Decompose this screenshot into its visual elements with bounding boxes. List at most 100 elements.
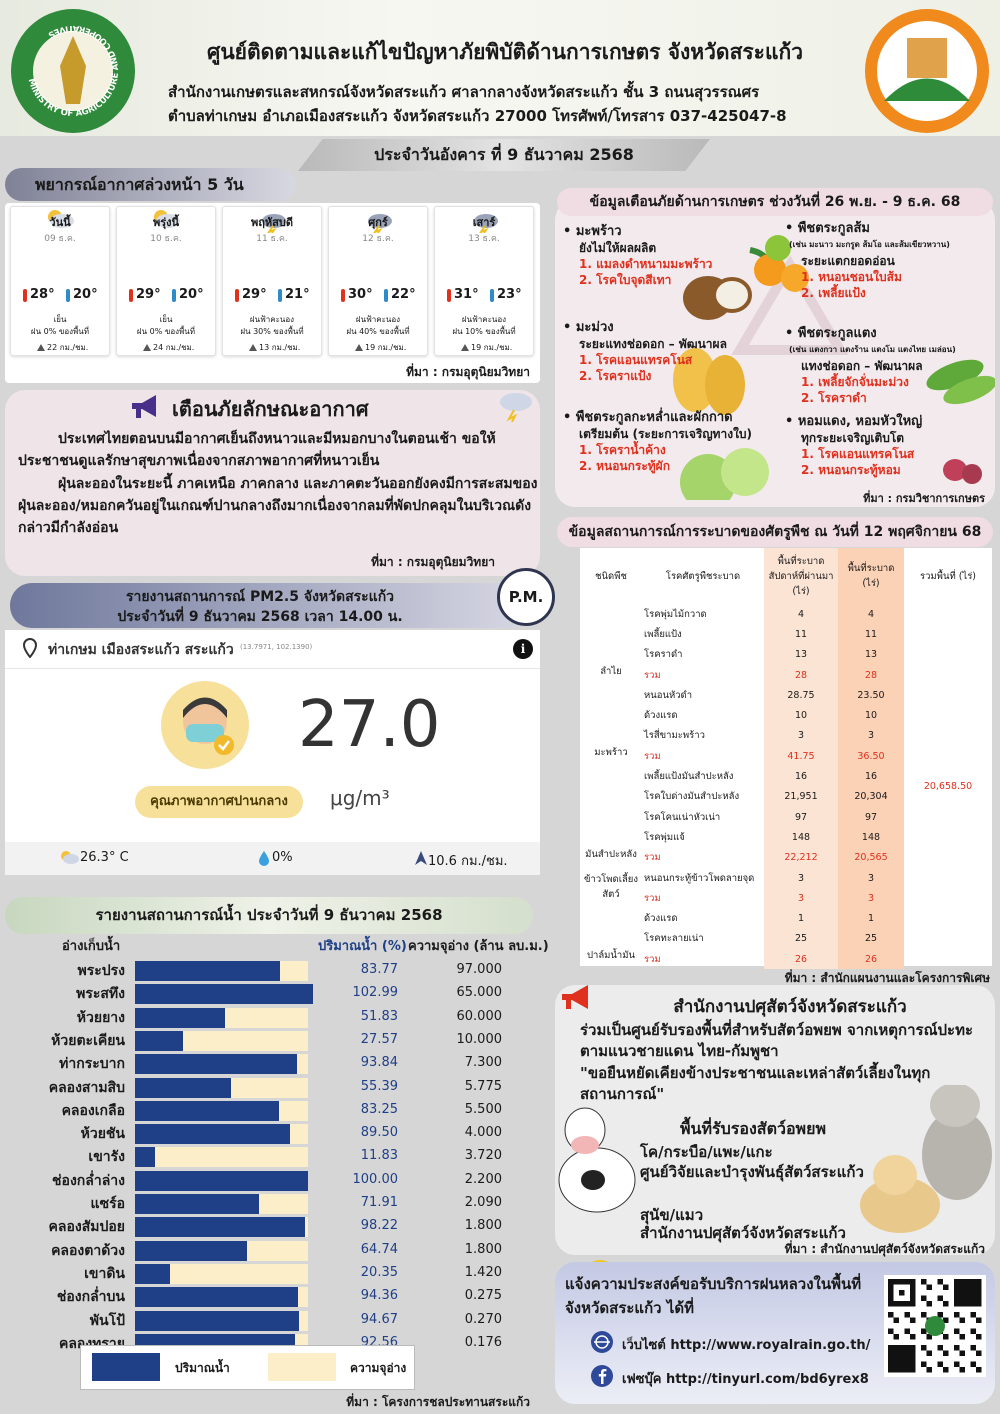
area-cell: 1: [838, 908, 904, 929]
water-percent: 94.36: [360, 1288, 398, 1304]
pest-cell: รวม: [644, 852, 661, 864]
facebook-link[interactable]: เฟซบุ๊ค http://tinyurl.com/bd6yrex8: [622, 1372, 869, 1387]
qr-module: [976, 1295, 982, 1301]
source: ที่มา : โครงการชลประทานสระแก้ว: [346, 1395, 530, 1409]
facebook-icon: [591, 1365, 613, 1387]
temp-min: 21°: [285, 287, 310, 302]
column-header: ความจุอ่าง (ล้าน ลบ.ม.): [408, 939, 549, 954]
pest-issue: 2. หนอนกระทู้หอม: [801, 463, 901, 477]
weather-day: พฤหัสบดี: [250, 216, 293, 229]
qr-module: [910, 1317, 916, 1323]
qr-code[interactable]: [884, 1275, 986, 1377]
qr-module: [937, 1295, 943, 1301]
cloud: [50, 214, 74, 228]
area-cell: 10: [764, 705, 838, 726]
logo-figure: [60, 36, 86, 104]
wind-arrow: [143, 344, 151, 351]
pm-wind: 10.6 กม./ชม.: [428, 854, 508, 869]
weather-card: วันนี้ 09 ธ.ค. 28° 20° เย็น ฝน 0% ของพื้นที่ 2…: [10, 206, 110, 356]
reservoir-name: ท่ากระบาก: [59, 1056, 125, 1073]
pest-cell: เพลี้ยแป้ง: [644, 628, 682, 640]
water-title: รายงานสถานการณ์น้ำ ประจำวันที่ 9 ธันวาคม…: [5, 897, 533, 934]
alert-text: ฝุ่นละอองในระยะนี้ ภาคเหนือ ภาคกลาง และภ…: [18, 476, 538, 536]
area-cell: 3: [838, 867, 904, 889]
water-percent: 64.74: [360, 1241, 398, 1257]
pm-title: ประจำวันที่ 9 ธันวาคม 2568 เวลา 14.00 น.: [117, 609, 403, 625]
crop-cell: มันสำปะหลัง: [585, 848, 637, 860]
water-percent: 89.50: [360, 1125, 398, 1141]
qr-module: [921, 1312, 927, 1318]
qr-module: [888, 1350, 894, 1356]
thermometer-hot: [23, 289, 27, 302]
lightning: [372, 225, 383, 235]
weather-card: เสาร์ 13 ธ.ค. 31° 23° ฝนฟ้าคะนอง ฝน 10% ของพื…: [434, 206, 534, 356]
header: [0, 0, 1000, 136]
reservoir-name: เขารัง: [88, 1149, 125, 1166]
royal-rain-title: แจ้งความประสงค์ขอรับบริการฝนหลวงในพื้นที…: [565, 1275, 862, 1317]
column-header: อ่างเก็บน้ำ: [62, 939, 121, 954]
qr-module: [954, 1312, 960, 1318]
pm-value: 27.0: [298, 688, 441, 762]
weather-day: พรุ่งนี้: [152, 216, 180, 229]
reservoir-capacity: 4.000: [464, 1125, 502, 1141]
hazard-item: มะพร้าวยังไม่ให้ผลผลิต 1. แมลงดำหนามมะพร้…: [563, 224, 778, 288]
qr-module: [899, 1361, 905, 1367]
table-row: ไรสี่ขามะพร้าว 3 3: [580, 725, 992, 747]
qr-module: [926, 1334, 932, 1340]
qr-module: [893, 1301, 899, 1307]
pm-unit: μg/m³: [330, 786, 390, 810]
area-cell: 28: [764, 664, 838, 686]
qr-module: [959, 1295, 965, 1301]
table-row: รวม 22,212 20,565: [580, 847, 992, 868]
pest-issue: 1. โรคแอนแทรคโนส: [579, 353, 693, 367]
qr-module: [976, 1367, 982, 1373]
qr-module: [904, 1367, 910, 1373]
table-header: พื้นที่ระบาด (ไร่): [838, 548, 904, 604]
qr-module: [910, 1290, 916, 1296]
legend-label: ความจุอ่าง: [350, 1361, 407, 1375]
area-cell: 20,565: [838, 847, 904, 868]
qr-module: [893, 1345, 899, 1351]
qr-module: [888, 1284, 894, 1290]
qr-module: [888, 1312, 894, 1318]
crop-note: (เช่น แตงกวา แตงร้าน แตงโม แตงไทย เมล่อน…: [789, 345, 956, 354]
table-row: โรคโคนเน่าหัวเน่า 97 97: [580, 806, 992, 828]
water-percent: 55.39: [360, 1078, 398, 1094]
water-bar: [135, 1263, 171, 1284]
reservoir-capacity: 2.200: [464, 1171, 502, 1187]
header-title: ศูนย์ติดตามและแก้ไขปัญหาภัยพิบัติด้านการ…: [207, 40, 803, 64]
qr-module: [888, 1356, 894, 1362]
water-percent: 93.84: [360, 1055, 398, 1071]
qr-module: [899, 1290, 905, 1296]
weather-condition: ฝนฟ้าคะนอง: [355, 315, 401, 324]
website-link[interactable]: เว็บไซต์ http://www.royalrain.go.th/: [622, 1338, 871, 1353]
area-cell: 22,212: [764, 847, 838, 868]
qr-module: [904, 1328, 910, 1334]
water-percent: 20.35: [360, 1264, 398, 1280]
weather-condition: ฝนฟ้าคะนอง: [249, 315, 295, 324]
weather-title: พยากรณ์อากาศล่วงหน้า 5 วัน: [5, 168, 295, 201]
qr-module: [943, 1317, 949, 1323]
weather-panel: วันนี้ 09 ธ.ค. 28° 20° เย็น ฝน 0% ของพื้นที่ 2…: [5, 203, 540, 383]
storm-icon: [500, 393, 532, 422]
pest-issue: 2. หนอนกระทู้ผัก: [579, 459, 670, 473]
area-cell: 13: [838, 644, 904, 665]
pest-cell: โรคพุ่มแจ้: [644, 831, 685, 843]
qr-module: [910, 1345, 916, 1351]
qr-module: [893, 1334, 899, 1340]
info-icon[interactable]: i: [513, 639, 533, 659]
weather-icon: [368, 214, 392, 235]
qr-module: [954, 1284, 960, 1290]
qr-module: [888, 1367, 894, 1373]
pest-cell: ไรสี่ขามะพร้าว: [644, 730, 705, 742]
water-percent: 102.99: [352, 985, 399, 1001]
qr-module: [959, 1301, 965, 1307]
qr-module: [970, 1312, 976, 1318]
thermometer-cold: [172, 289, 176, 302]
qr-module: [970, 1361, 976, 1367]
qr-module: [888, 1361, 894, 1367]
reservoir-name: คลองตาด้วง: [51, 1242, 125, 1259]
livestock-quote: "ขอยืนหยัดเคียงข้างประชาชนและเหล่าสัตว์เ…: [580, 1064, 931, 1103]
bar-track: [135, 1263, 308, 1284]
